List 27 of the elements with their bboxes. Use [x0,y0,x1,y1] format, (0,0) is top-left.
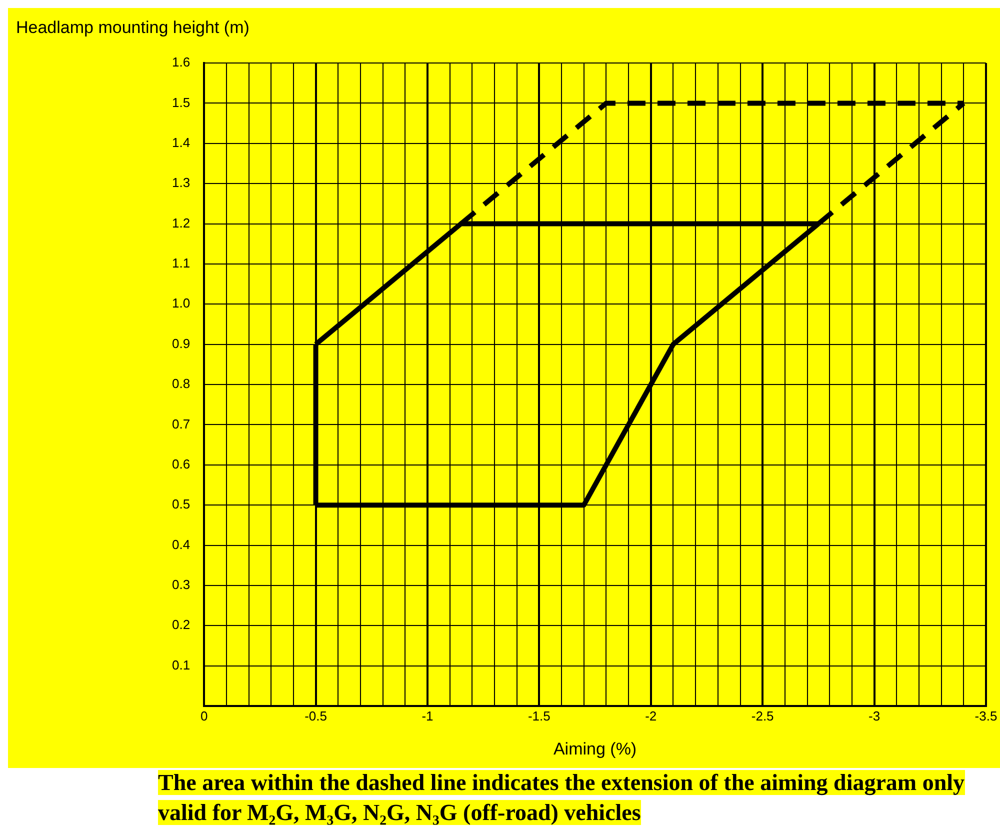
text: The area within the dashed line indicates the extension of the aiming diagram only valid for M₂G, M₃G, N₂G, N₃G (off-road) vehicles [158,770,965,825]
x-tick-label: -2 [645,708,657,724]
y-tick-label: 1.4 [172,134,190,150]
x-tick-label: -1 [422,708,434,724]
x-axis-title: Aiming (%) [553,739,637,758]
x-tick-label: -0.5 [304,708,327,724]
y-tick-label: 1.0 [172,296,190,311]
y-tick-label: 1.1 [172,256,190,271]
x-tick-label: -2.5 [751,708,774,724]
y-tick-label: 1.3 [172,175,190,190]
y-tick-label: 0.6 [172,456,190,472]
y-tick-label: 0.4 [172,536,190,552]
x-tick-label: -1.5 [528,708,550,724]
x-tick-label: -3 [868,708,880,724]
y-tick-label: 0.8 [172,376,190,392]
y-tick-label: 0.1 [172,657,190,672]
x-tick-label: -3.5 [974,708,998,724]
y-tick-label: 1.6 [172,54,190,70]
y-tick-label: 0.7 [172,416,190,432]
y-axis-title: Headlamp mounting height (m) [16,18,250,38]
y-tick-label: 0.9 [172,336,190,351]
y-tick-label: 1.2 [172,215,190,230]
y-tick-label: 0.5 [172,496,190,512]
x-tick-label: 0 [200,708,208,724]
y-tick-label: 0.3 [172,577,190,592]
y-tick-label: 1.5 [172,94,190,110]
y-tick-label: 0.2 [172,617,190,632]
